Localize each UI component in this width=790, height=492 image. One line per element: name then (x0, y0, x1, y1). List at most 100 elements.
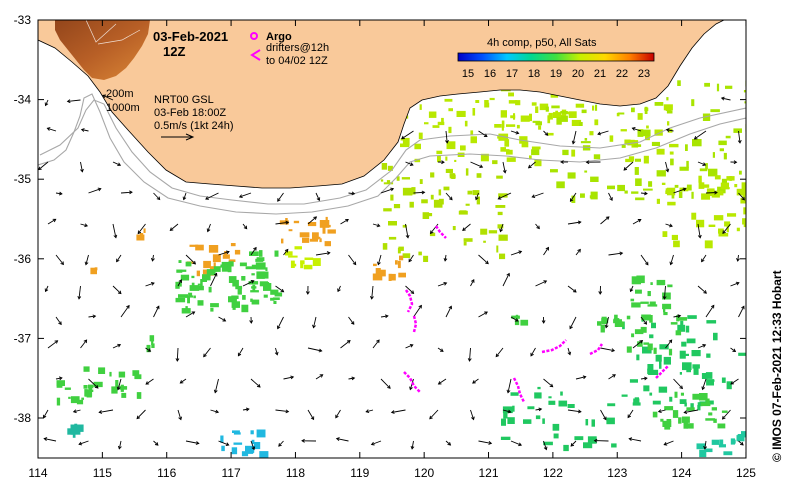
sst-pixel-patch (497, 211, 503, 216)
sst-pixel-patch (499, 253, 506, 260)
sst-pixel-patch (234, 249, 241, 255)
sst-pixel-patch (699, 449, 707, 458)
sst-pixel-patch (567, 172, 576, 179)
current-arrowhead (80, 168, 84, 173)
sst-pixel-patch (686, 160, 689, 169)
sst-pixel-patch (667, 121, 670, 126)
sst-pixel-patch (193, 295, 196, 299)
currents-scale: 0.5m/s (1kt 24h) (154, 120, 233, 132)
current-arrowhead (697, 234, 702, 239)
current-arrowhead (213, 389, 218, 394)
sst-pixel-patch (430, 194, 434, 200)
current-arrowhead (52, 218, 57, 223)
sst-pixel-patch (381, 163, 388, 170)
sst-pixel-patch (637, 113, 643, 120)
sst-pixel-patch (723, 451, 733, 456)
sst-pixel-patch (631, 276, 641, 285)
sst-pixel-patch (213, 262, 216, 267)
current-arrowhead (222, 318, 227, 322)
sst-pixel-patch (208, 286, 212, 293)
current-arrow (214, 378, 219, 393)
sst-pixel-patch (686, 423, 694, 429)
sst-pixel-patch (497, 224, 504, 229)
current-arrowhead (117, 162, 122, 167)
sst-pixel-patch (584, 170, 588, 173)
x-tick-label: 116 (157, 466, 176, 480)
current-arrowhead (54, 340, 59, 344)
current-arrow (315, 192, 320, 201)
current-arrow (218, 316, 226, 322)
sst-pixel-patch (649, 392, 653, 396)
current-arrowhead (145, 381, 150, 385)
sst-pixel-patch (501, 418, 506, 426)
sst-pixel-patch (640, 326, 647, 333)
sst-pixel-patch (635, 197, 645, 201)
sst-pixel-patch (666, 419, 672, 422)
sst-pixel-patch (539, 103, 549, 111)
sst-pixel-patch (592, 105, 595, 111)
sst-pixel-patch (551, 105, 560, 109)
current-arrow (730, 347, 736, 352)
sst-pixel-patch (465, 203, 470, 206)
sst-pixel-patch (674, 391, 678, 398)
current-arrow (445, 440, 451, 446)
sst-pixel-patch (221, 261, 230, 267)
sst-pixel-patch (388, 221, 397, 226)
sst-pixel-patch (685, 144, 688, 151)
sst-pixel-patch (621, 394, 628, 397)
current-arrow (348, 316, 355, 325)
sst-pixel-patch (498, 234, 508, 241)
sst-colorbar: 4h comp, p50, All Sats 15 16 17 18 19 20 21 22 2… (457, 37, 655, 80)
sst-pixel-patch (303, 264, 313, 270)
sst-pixel-patch (686, 184, 692, 191)
sst-pixel-patch (484, 100, 489, 108)
current-arrowhead (507, 409, 512, 414)
sst-pixel-patch (743, 207, 746, 215)
current-arrow (665, 161, 669, 172)
sst-pixel-patch (698, 175, 702, 183)
current-arrow (462, 223, 471, 231)
sst-pixel-patch (231, 301, 240, 308)
current-arrowhead (443, 281, 448, 286)
sst-pixel-patch (393, 204, 401, 209)
sst-pixel-patch (227, 266, 232, 273)
sst-pixel-patch (633, 398, 640, 404)
sst-pixel-patch (523, 419, 532, 424)
sst-pixel-patch (510, 115, 516, 119)
sst-pixel-patch (494, 124, 502, 128)
sst-pixel-patch (649, 334, 654, 339)
current-arrowhead (549, 383, 554, 388)
sst-pixel-patch (682, 362, 692, 371)
sst-pixel-patch (534, 392, 542, 399)
current-arrowhead (116, 258, 120, 263)
current-arrowhead (387, 385, 391, 389)
sst-pixel-patch (437, 155, 441, 163)
x-tick-label: 118 (286, 466, 305, 480)
sst-pixel-patch (391, 273, 396, 281)
current-arrowhead (669, 223, 673, 228)
current-arrow (238, 347, 244, 356)
sst-pixel-patch (143, 228, 146, 233)
sst-pixel-patch (740, 198, 746, 204)
plot-area (38, 20, 746, 458)
drifter-legend: drifters@12h to 04/02 12Z (250, 42, 329, 67)
current-arrow (315, 374, 323, 380)
drifter-track (589, 343, 604, 356)
current-arrowhead (313, 216, 318, 220)
current-arrow (153, 440, 159, 446)
current-arrow (697, 344, 706, 349)
current-arrowhead (429, 415, 433, 420)
sst-pixel-patch (649, 315, 653, 323)
current-arrowhead (405, 234, 410, 239)
sst-pixel-patch (741, 182, 746, 190)
current-arrowhead (702, 162, 707, 166)
sst-pixel-patch (677, 324, 686, 332)
sst-pixel-patch (121, 392, 127, 398)
sst-pixel-patch (228, 259, 236, 262)
current-arrow (118, 440, 122, 449)
topography-lines (85, 20, 141, 45)
sst-pixel-patch (402, 224, 407, 228)
sst-pixel-patch (496, 175, 503, 179)
current-arrowhead (182, 196, 187, 201)
current-arrowhead (518, 442, 523, 447)
